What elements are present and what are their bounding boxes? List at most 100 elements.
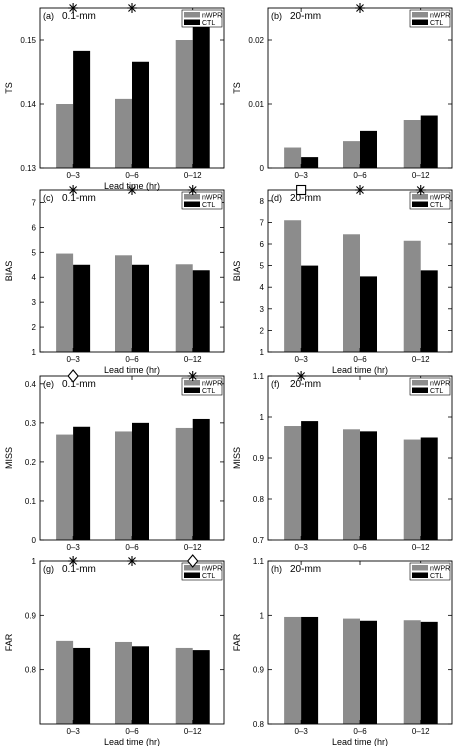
legend-entry-ctl: CTL (430, 388, 443, 395)
bar-nwpr-2 (175, 427, 193, 540)
x-tick-label: 0–12 (184, 727, 202, 736)
y-tick-label: 3 (32, 298, 37, 307)
panel-label: (h) (271, 564, 282, 574)
x-axis-label: Lead time (hr) (104, 737, 160, 746)
y-axis-label: FAR (232, 633, 242, 651)
legend-swatch-nwpr (412, 12, 428, 18)
bar-ctl-0 (301, 157, 319, 168)
bar-nwpr-2 (403, 439, 421, 540)
bar-nwpr-1 (343, 618, 360, 724)
significance-marker-asterisk (415, 185, 426, 195)
panel-label: (b) (271, 11, 282, 21)
x-tick-label: 0–3 (66, 543, 80, 552)
threshold-label: 0.1-mm (62, 379, 96, 390)
legend-entry-ctl: CTL (202, 20, 215, 27)
x-tick-label: 0–12 (184, 171, 202, 180)
bar-nwpr-1 (343, 429, 360, 540)
y-tick-label: 0.3 (25, 419, 37, 428)
y-tick-label: 0.14 (20, 100, 36, 109)
y-tick-label: 0.02 (248, 36, 264, 45)
x-tick-label: 0–12 (412, 543, 430, 552)
significance-marker-asterisk (355, 3, 365, 13)
y-tick-label: 0.8 (253, 720, 265, 729)
bar-ctl-0 (73, 50, 91, 168)
x-tick-label: 0–6 (353, 727, 367, 736)
asterisk-stroke (356, 186, 364, 194)
y-axis-label: BIAS (4, 261, 14, 282)
bar-ctl-2 (420, 621, 438, 724)
legend-swatch-ctl (184, 572, 200, 578)
y-axis-label: TS (4, 82, 14, 94)
y-tick-label: 8 (260, 197, 265, 206)
threshold-label: 20-mm (290, 11, 321, 22)
bar-nwpr-1 (115, 98, 132, 168)
x-tick-label: 0–6 (125, 727, 139, 736)
y-tick-label: 0.8 (25, 666, 37, 675)
legend-entry-nwpr: nWPR (202, 381, 222, 388)
x-tick-label: 0–3 (294, 727, 308, 736)
bar-nwpr-2 (403, 620, 421, 724)
x-tick-label: 0–3 (294, 355, 308, 364)
bar-nwpr-1 (343, 141, 360, 168)
asterisk-stroke (128, 557, 136, 565)
x-tick-label: 0–12 (412, 171, 430, 180)
y-axis-label: MISS (4, 447, 14, 469)
y-axis-label: MISS (232, 447, 242, 469)
y-tick-label: 0.2 (25, 458, 37, 467)
legend-entry-nwpr: nWPR (430, 566, 450, 573)
y-tick-label: 0.9 (253, 454, 265, 463)
bar-nwpr-2 (175, 40, 193, 168)
bar-ctl-1 (360, 431, 377, 540)
bar-ctl-0 (73, 426, 91, 540)
bar-ctl-1 (132, 61, 149, 169)
legend-entry-nwpr: nWPR (202, 566, 222, 573)
legend-swatch-nwpr (184, 380, 200, 386)
x-tick-label: 0–3 (66, 355, 80, 364)
bar-nwpr-0 (284, 616, 302, 724)
significance-marker-asterisk (68, 3, 79, 13)
legend-swatch-nwpr (412, 380, 428, 386)
legend-entry-ctl: CTL (202, 202, 215, 209)
panel-label: (g) (43, 564, 54, 574)
y-tick-label: 0.4 (25, 380, 37, 389)
asterisk-stroke (128, 4, 136, 12)
y-tick-label: 7 (32, 198, 37, 207)
bar-nwpr-1 (115, 641, 132, 724)
legend-swatch-nwpr (184, 194, 200, 200)
bar-ctl-1 (132, 264, 149, 352)
legend-swatch-ctl (412, 572, 428, 578)
x-tick-label: 0–12 (184, 355, 202, 364)
bar-nwpr-0 (284, 220, 302, 352)
significance-marker-asterisk (187, 371, 198, 381)
y-tick-label: 2 (32, 323, 37, 332)
threshold-label: 0.1-mm (62, 193, 96, 204)
asterisk-stroke (128, 186, 136, 194)
y-tick-label: 1 (260, 413, 265, 422)
y-tick-label: 0.8 (253, 495, 265, 504)
bar-nwpr-0 (56, 253, 74, 352)
bar-ctl-1 (360, 276, 377, 352)
significance-marker-asterisk (68, 556, 79, 566)
bar-ctl-0 (301, 421, 319, 540)
x-axis-label: Lead time (hr) (104, 365, 160, 375)
x-tick-label: 0–6 (125, 543, 139, 552)
bar-ctl-0 (301, 265, 319, 352)
significance-marker-square (296, 184, 307, 196)
threshold-label: 20-mm (290, 564, 321, 575)
significance-marker-asterisk (68, 185, 79, 195)
bar-nwpr-1 (115, 431, 132, 540)
panel-label: (c) (43, 193, 54, 203)
bar-nwpr-0 (56, 640, 74, 724)
y-tick-label: 0 (260, 164, 265, 173)
y-tick-label: 1.1 (253, 557, 265, 566)
bar-ctl-2 (192, 418, 210, 540)
significance-marker-diamond (187, 554, 199, 568)
legend-swatch-nwpr (184, 565, 200, 571)
bar-ctl-0 (73, 647, 91, 724)
